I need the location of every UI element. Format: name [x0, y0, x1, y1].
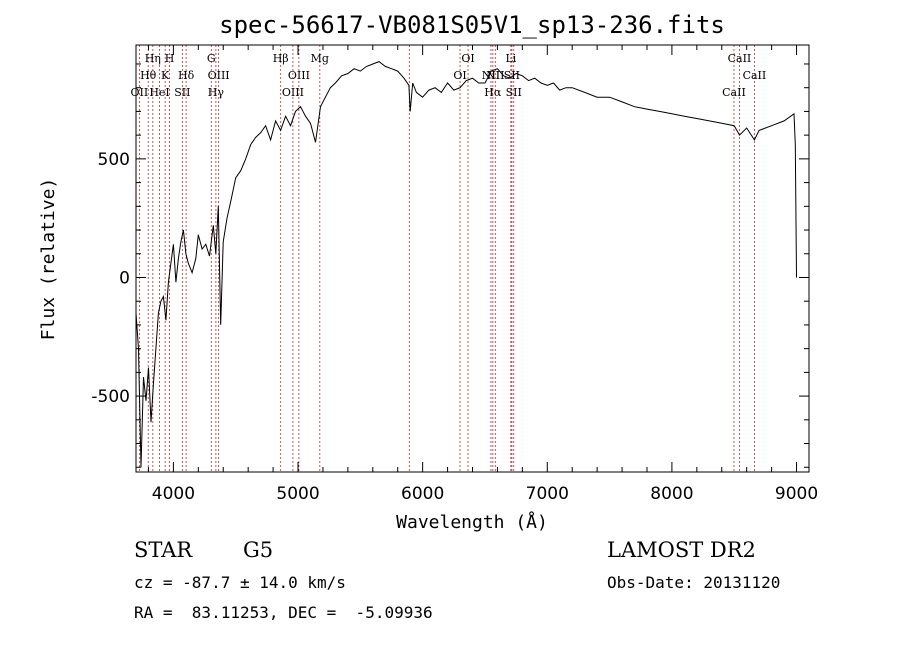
marker-label-8: G — [207, 52, 216, 65]
survey-name: LAMOST DR2 — [607, 538, 756, 562]
chart-title: spec-56617-VB081S05V1_sp13-236.fits — [219, 11, 725, 39]
object-subclass: G5 — [243, 538, 274, 562]
marker-label-6: SII — [174, 86, 190, 99]
marker-label-26: CaII — [743, 69, 767, 82]
marker-label-18: NII — [482, 69, 500, 82]
marker-label-23: SII — [506, 86, 522, 99]
marker-label-22: SII — [504, 69, 520, 82]
marker-label-17: OI — [461, 52, 474, 65]
marker-label-10: OIII — [208, 69, 230, 82]
y-tick-label-2: 500 — [98, 150, 130, 170]
marker-label-1: Hθ — [140, 69, 157, 82]
marker-label-11: Hβ — [273, 52, 289, 65]
x-tick-label-0: 4000 — [152, 484, 195, 504]
marker-label-4: K — [161, 69, 170, 82]
marker-label-19: Hα — [484, 86, 502, 99]
marker-label-5: H — [165, 52, 175, 65]
marker-labels: OIIHθHηHeIKHSIIHδGHγOIIIHβOIIIOIIIMgOIOI… — [131, 52, 767, 99]
marker-label-14: Mg — [311, 52, 329, 65]
x-tick-label-5: 9000 — [775, 484, 818, 504]
marker-label-21: Li — [505, 52, 516, 65]
redshift-velocity: cz = -87.7 ± 14.0 km/s — [134, 573, 346, 592]
observation-date: Obs-Date: 20131120 — [607, 573, 781, 592]
plot-frame — [135, 44, 810, 473]
marker-label-0: OII — [131, 86, 149, 99]
marker-label-25: CaII — [728, 52, 752, 65]
marker-label-13: OIII — [288, 69, 310, 82]
marker-label-12: OIII — [282, 86, 304, 99]
y-axis-label: Flux (relative) — [38, 178, 59, 341]
marker-label-16: OI — [453, 69, 466, 82]
marker-label-7: Hδ — [178, 69, 195, 82]
y-tick-label-0: -500 — [91, 387, 130, 407]
coordinates: RA = 83.11253, DEC = -5.09936 — [134, 603, 433, 622]
y-axis: -500 0 500 — [91, 63, 809, 468]
y-tick-label-1: 0 — [119, 268, 130, 288]
x-tick-label-3: 7000 — [526, 484, 569, 504]
marker-label-3: HeI — [149, 86, 169, 99]
spectrum-line — [135, 61, 797, 468]
x-tick-label-4: 8000 — [650, 484, 693, 504]
x-tick-label-1: 5000 — [276, 484, 319, 504]
x-axis: 4000 5000 6000 7000 8000 9000 — [147, 45, 818, 504]
x-tick-label-2: 6000 — [401, 484, 444, 504]
marker-label-24: CaII — [722, 86, 746, 99]
marker-label-9: Hγ — [208, 86, 225, 99]
x-axis-label: Wavelength (Å) — [396, 511, 548, 533]
spectrum-chart: spec-56617-VB081S05V1_sp13-236.fits OIIH… — [38, 11, 818, 533]
marker-label-2: Hη — [145, 52, 161, 65]
marker-lines — [138, 45, 755, 472]
object-class: STAR — [134, 538, 193, 562]
